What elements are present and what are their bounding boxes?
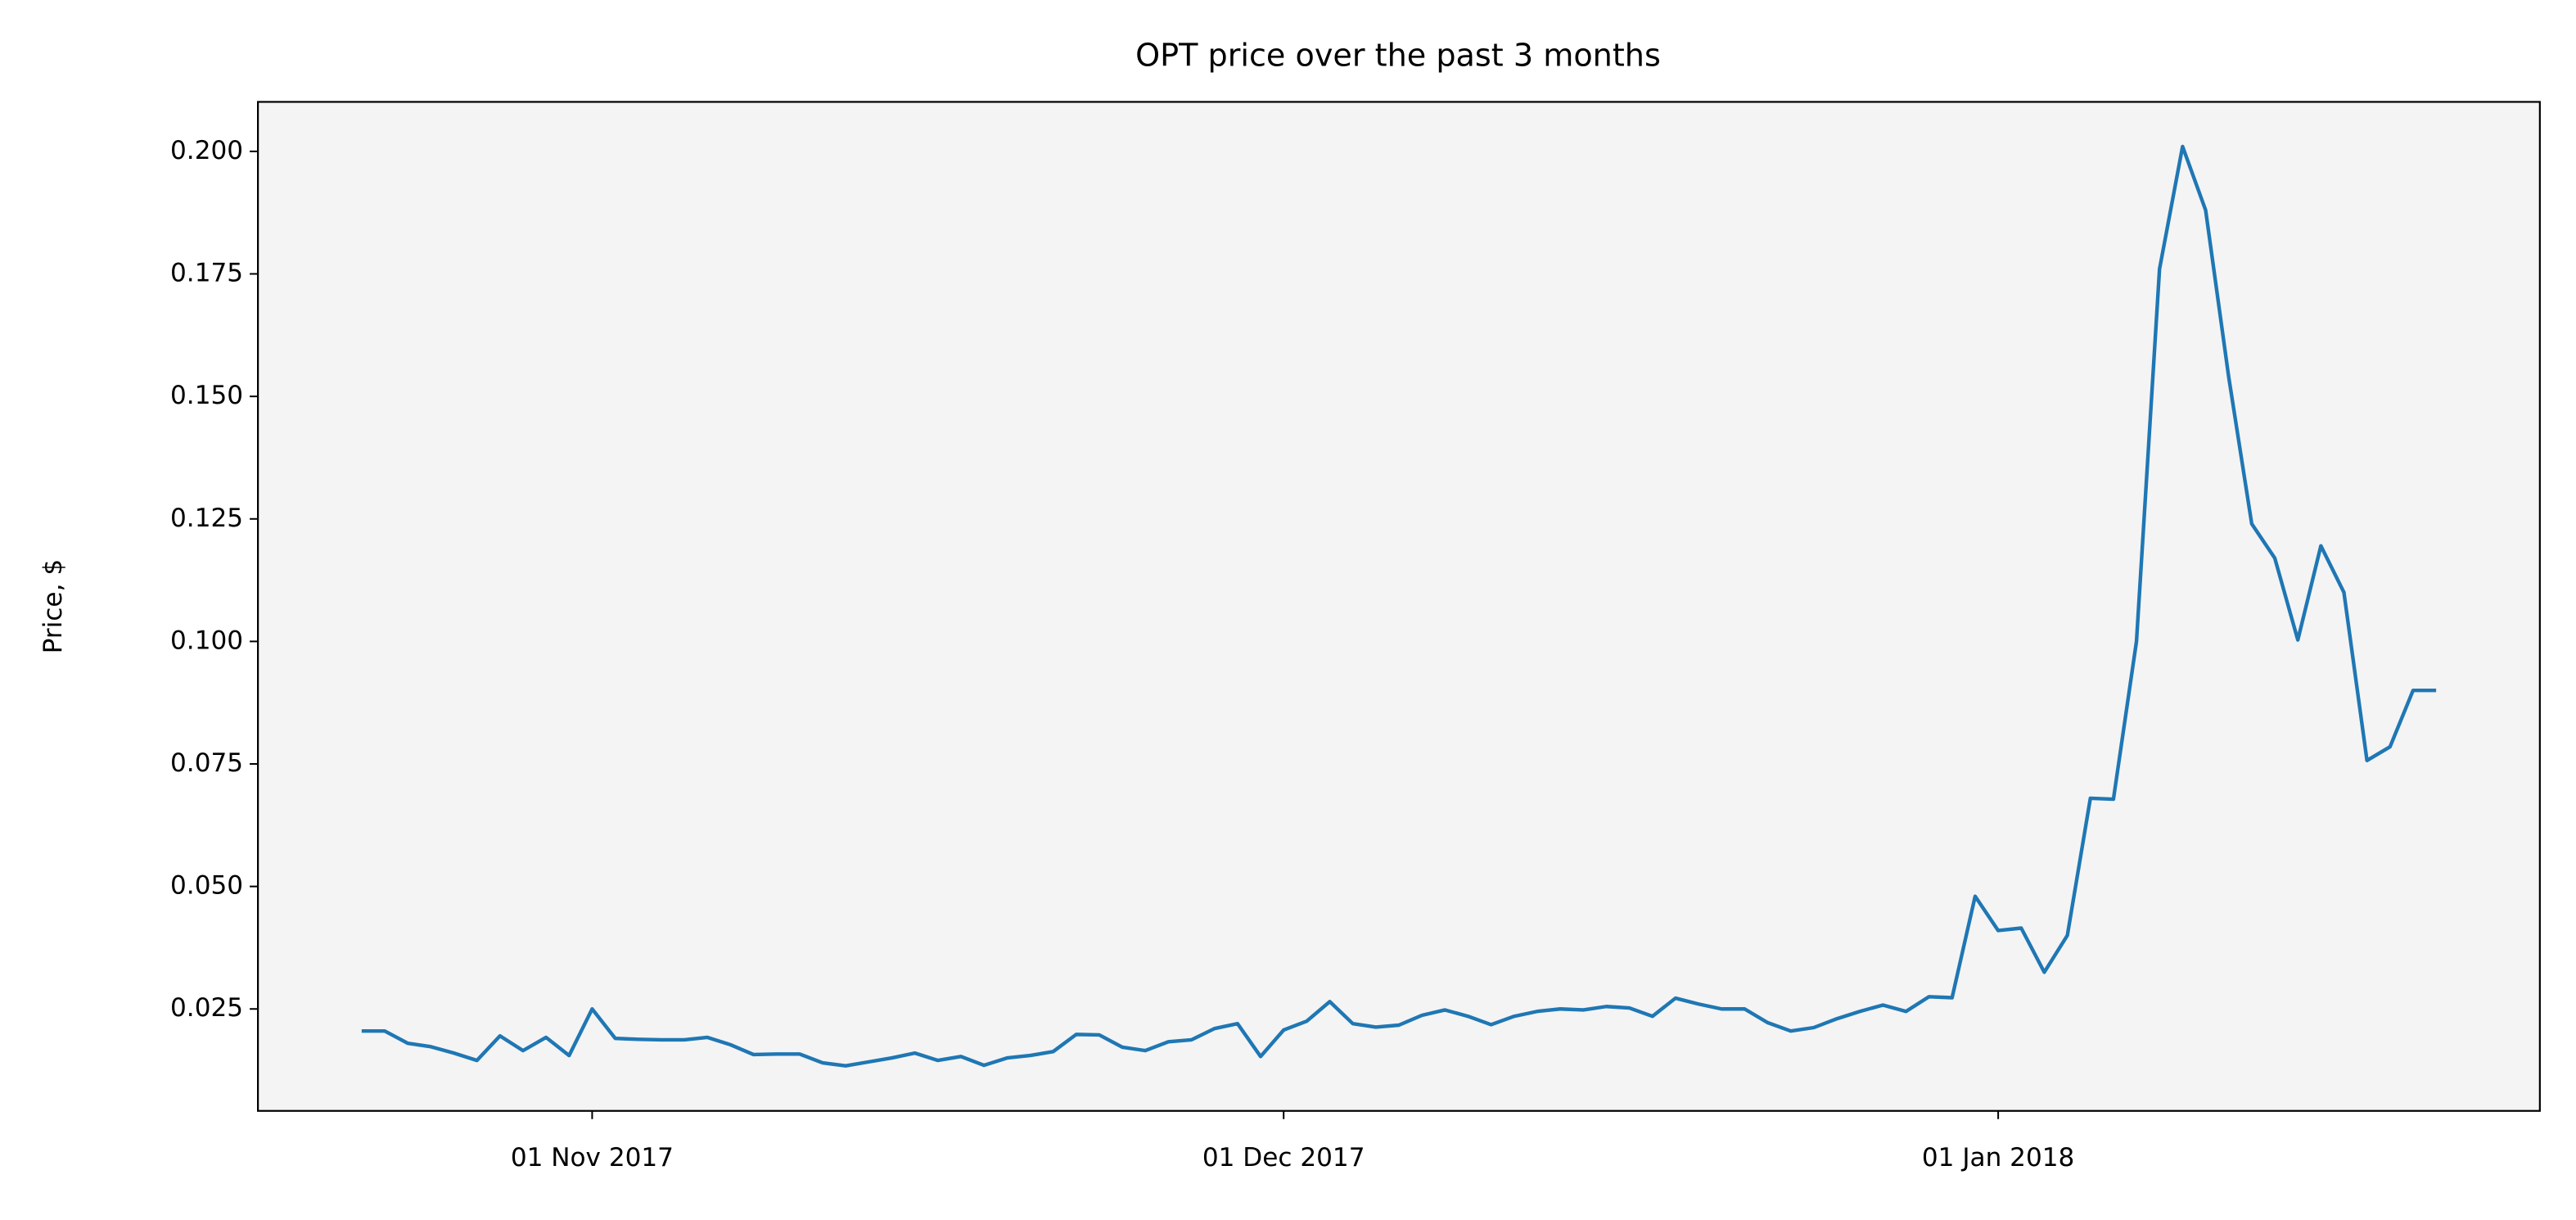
- y-tick-label: 0.200: [170, 136, 243, 165]
- x-tick-label: 01 Jan 2018: [1922, 1143, 2074, 1173]
- y-tick-label: 0.125: [170, 504, 243, 533]
- y-axis-label: Price, $: [38, 559, 68, 653]
- y-tick-label: 0.025: [170, 993, 243, 1023]
- y-tick-label: 0.175: [170, 259, 243, 288]
- price-line: [361, 144, 2437, 1068]
- y-tick-label: 0.150: [170, 381, 243, 410]
- y-tick-label: 0.075: [170, 748, 243, 778]
- plot-area: [258, 102, 2540, 1111]
- x-tick-label: 01 Nov 2017: [511, 1143, 674, 1173]
- y-tick-label: 0.100: [170, 626, 243, 655]
- axes-frame: [257, 101, 2541, 1112]
- y-tick-label: 0.050: [170, 871, 243, 901]
- chart-title: OPT price over the past 3 months: [1135, 38, 1661, 74]
- x-tick-label: 01 Dec 2017: [1202, 1143, 1365, 1173]
